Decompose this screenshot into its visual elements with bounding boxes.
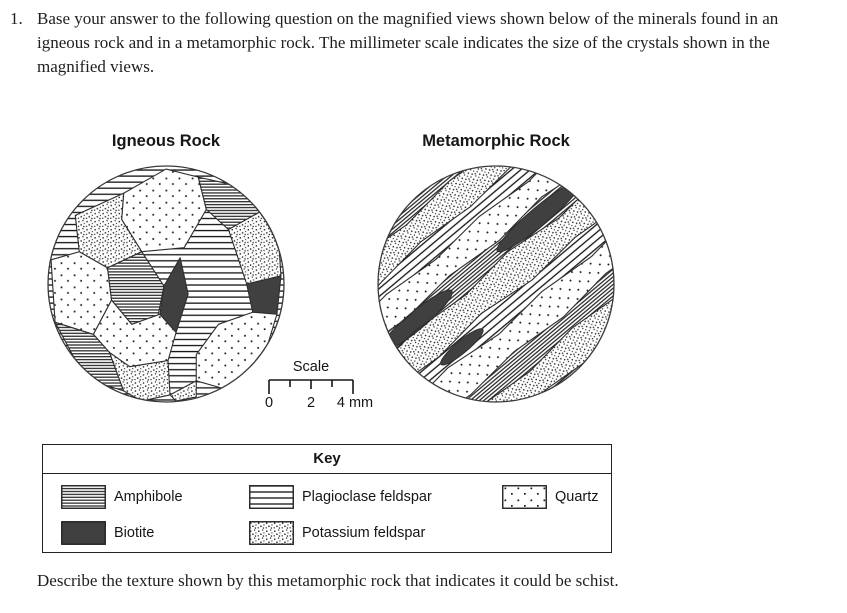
- quartz-swatch: [502, 485, 547, 509]
- metamorphic-rock-title: Metamorphic Rock: [422, 132, 570, 150]
- plagioclase-swatch: [249, 485, 294, 509]
- metamorphic-rock-figure: [377, 165, 615, 403]
- key-item-biotite: Biotite: [61, 521, 154, 545]
- key-item-amphibole: Amphibole: [61, 485, 183, 509]
- potassium-feldspar-label: Potassium feldspar: [302, 525, 426, 541]
- question-number: 1.: [10, 9, 23, 28]
- key-item-quartz: Quartz: [502, 485, 599, 509]
- quartz-label: Quartz: [555, 489, 599, 505]
- amphibole-swatch: [61, 485, 106, 509]
- key-title: Key: [43, 445, 611, 474]
- scale-label-2: 2: [307, 395, 315, 410]
- biotite-swatch: [61, 521, 106, 545]
- scale-label-4mm: 4 mm: [337, 395, 373, 410]
- prompt-text: Describe the texture shown by this metam…: [37, 571, 619, 590]
- question-text: Base your answer to the following questi…: [37, 9, 779, 76]
- potassium-feldspar-swatch: [249, 521, 294, 545]
- scale-label-0: 0: [265, 395, 273, 410]
- key-item-potassium-feldspar: Potassium feldspar: [249, 521, 425, 545]
- igneous-rock-figure: [47, 165, 285, 403]
- amphibole-label: Amphibole: [114, 489, 183, 505]
- scale-bar: Scale 0 2 4 mm: [265, 359, 373, 410]
- key-item-plagioclase: Plagioclase feldspar: [249, 485, 432, 509]
- plagioclase-label: Plagioclase feldspar: [302, 489, 432, 505]
- biotite-label: Biotite: [114, 525, 155, 541]
- scale-title: Scale: [293, 359, 329, 375]
- scale-ruler: [268, 379, 354, 394]
- igneous-rock-title: Igneous Rock: [111, 132, 221, 150]
- key-box: Key Amphibole Biotite Plagioclase feldsp…: [42, 444, 612, 553]
